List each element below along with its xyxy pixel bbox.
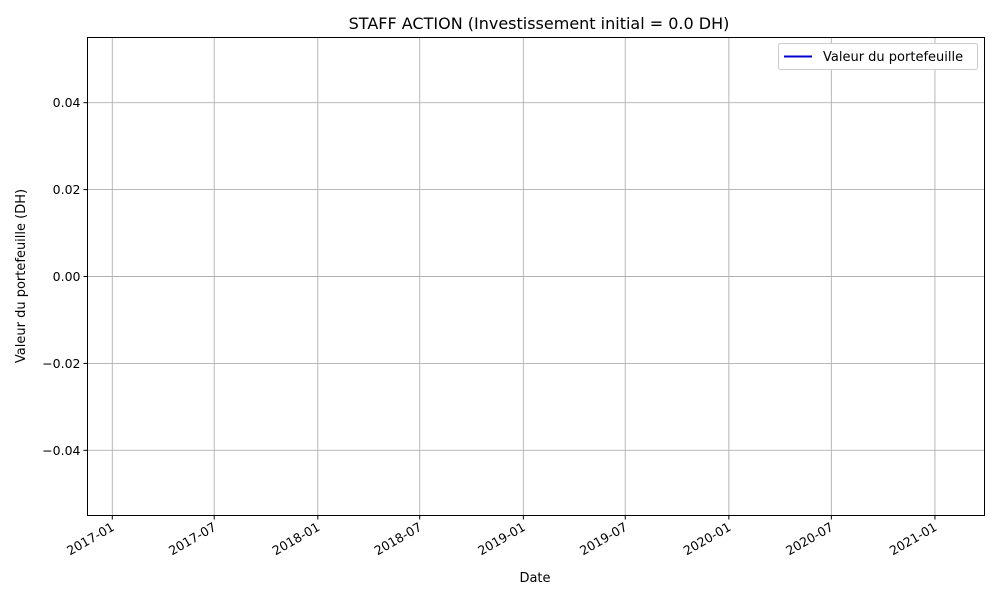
x-tick-label: 2019-01 [475, 519, 528, 558]
x-tick-label: 2017-01 [64, 519, 117, 558]
x-tick-label: 2020-01 [681, 519, 734, 558]
x-tick-label: 2021-01 [887, 519, 940, 558]
y-tick-label: −0.04 [42, 443, 80, 458]
y-tick-label: −0.02 [42, 356, 80, 371]
legend-frame [778, 43, 978, 70]
legend: Valeur du portefeuille [778, 43, 978, 70]
x-tick-label: 2020-07 [783, 519, 836, 558]
x-axis: 2017-01 2017-07 2018-01 2018-07 2019-01 2019-… [64, 515, 940, 558]
legend-label: Valeur du portefeuille [823, 50, 963, 65]
y-axis: 0.04 0.02 0.00 −0.02 −0.04 [42, 95, 88, 458]
x-tick-label: 2017-07 [166, 519, 219, 558]
grid [87, 37, 985, 516]
y-axis-label: Valeur du portefeuille (DH) [14, 189, 29, 363]
y-tick-label: 0.00 [53, 269, 81, 284]
x-axis-label: Date [519, 571, 550, 586]
y-tick-label: 0.02 [53, 182, 81, 197]
y-tick-label: 0.04 [53, 95, 81, 110]
chart-title: STAFF ACTION (Investissement initial = 0… [349, 14, 730, 33]
x-tick-label: 2019-07 [577, 519, 630, 558]
x-tick-label: 2018-01 [270, 519, 323, 558]
x-tick-label: 2018-07 [371, 519, 424, 558]
